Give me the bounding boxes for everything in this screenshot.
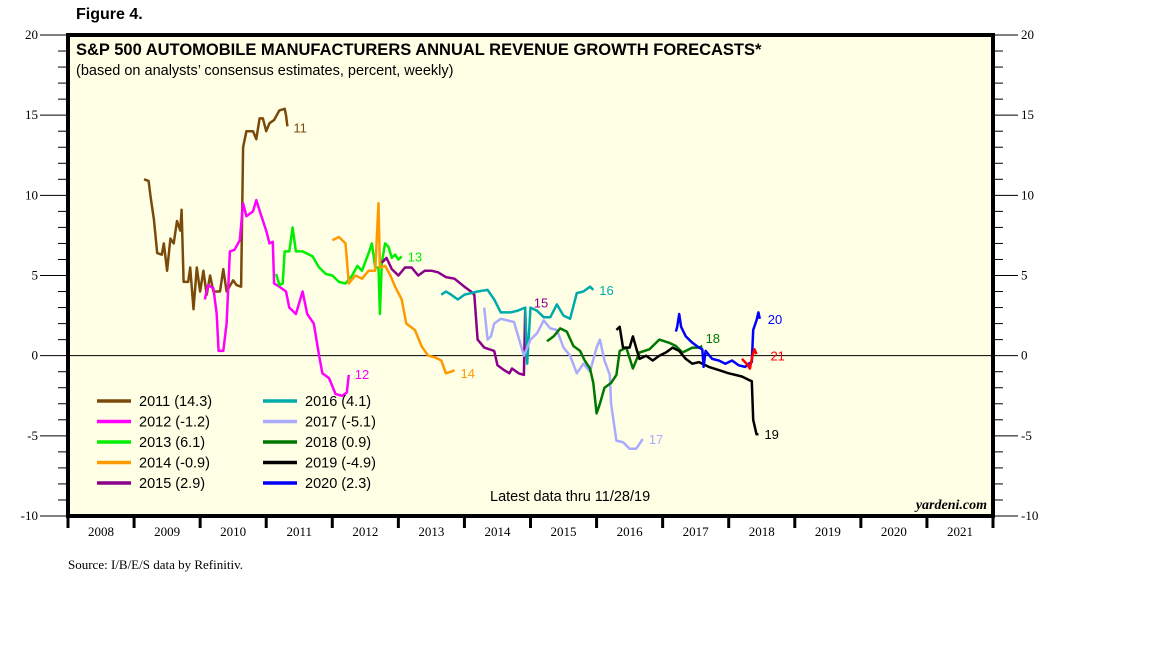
plot-area <box>68 35 993 516</box>
series-line-15 <box>380 256 527 377</box>
y-axis-right: -10 -5 0 5 10 15 20 <box>993 27 1038 523</box>
legend-label: 2015 (2.9) <box>139 476 205 492</box>
x-tick-label: 2013 <box>418 524 444 539</box>
y-tick-label-right: 15 <box>1021 107 1034 122</box>
series-end-label: 14 <box>461 366 475 381</box>
legend-label: 2012 (-1.2) <box>139 415 210 431</box>
series-end-labels: 11 12 13 14 15 16 17 18 19 20 21 <box>293 120 785 447</box>
series-end-label: 13 <box>408 249 422 264</box>
figure-label: Figure 4. <box>76 6 143 23</box>
chart-subtitle: (based on analysts’ consensus estimates,… <box>76 63 453 79</box>
y-tick-label-left: -5 <box>27 428 38 443</box>
series-line-20 <box>674 311 762 369</box>
series-end-label: 19 <box>764 427 778 442</box>
y-tick-label-left: -10 <box>21 508 38 523</box>
legend: 2011 (14.3) 2012 (-1.2) 2013 (6.1) 2014 (-0… <box>97 394 376 492</box>
x-tick-label: 2014 <box>484 524 511 539</box>
x-tick-label: 2016 <box>617 524 644 539</box>
legend-label: 2020 (2.3) <box>305 476 371 492</box>
x-tick-label: 2021 <box>947 524 973 539</box>
series-line-16 <box>440 285 595 365</box>
legend-label: 2013 (6.1) <box>139 435 205 451</box>
series-end-label: 21 <box>770 349 784 364</box>
y-axis-left: -10 -5 0 5 10 15 20 <box>21 27 68 523</box>
x-tick-label: 2008 <box>88 524 114 539</box>
x-axis: 2008 2009 2010 2011 2012 2013 2014 2015 2016 2017… <box>66 516 995 539</box>
y-tick-label-right: 0 <box>1021 348 1028 363</box>
legend-label: 2014 (-0.9) <box>139 456 210 472</box>
plot-frame <box>66 33 995 518</box>
series-line-14 <box>331 202 456 375</box>
series-line-18 <box>546 327 703 415</box>
y-tick-label-left: 20 <box>25 27 38 42</box>
y-tick-label-left: 10 <box>25 187 38 202</box>
y-tick-label-left: 15 <box>25 107 38 122</box>
watermark: yardeni.com <box>914 498 987 513</box>
series-group <box>143 107 762 450</box>
series-line-21 <box>741 348 758 370</box>
source-note: Source: I/B/E/S data by Refinitiv. <box>68 557 243 572</box>
legend-label: 2018 (0.9) <box>305 435 371 451</box>
legend-label: 2016 (4.1) <box>305 394 371 410</box>
y-tick-label-left: 0 <box>32 348 39 363</box>
x-tick-label: 2017 <box>683 524 710 539</box>
series-line-17 <box>482 307 644 450</box>
series-end-label: 17 <box>649 432 663 447</box>
x-tick-label: 2015 <box>551 524 577 539</box>
y-tick-label-right: -5 <box>1021 428 1032 443</box>
x-tick-label: 2012 <box>352 524 378 539</box>
series-line-12 <box>203 198 351 398</box>
y-tick-label-right: -10 <box>1021 508 1038 523</box>
series-end-label: 18 <box>706 331 720 346</box>
y-tick-label-left: 5 <box>32 268 39 283</box>
legend-label: 2019 (-4.9) <box>305 456 376 472</box>
x-tick-label: 2011 <box>286 524 312 539</box>
latest-data-annotation: Latest data thru 11/28/19 <box>490 489 650 505</box>
legend-label: 2017 (-5.1) <box>305 415 376 431</box>
x-tick-label: 2009 <box>154 524 180 539</box>
series-end-label: 20 <box>768 312 782 327</box>
series-end-label: 15 <box>534 296 548 311</box>
series-line-13 <box>274 226 403 316</box>
chart-title: S&P 500 AUTOMOBILE MANUFACTURERS ANNUAL … <box>76 41 762 59</box>
x-tick-label: 2018 <box>749 524 775 539</box>
y-tick-label-right: 10 <box>1021 187 1034 202</box>
legend-label: 2011 (14.3) <box>139 394 212 410</box>
x-tick-label: 2020 <box>881 524 907 539</box>
y-tick-label-right: 5 <box>1021 268 1028 283</box>
series-line-19 <box>615 325 759 436</box>
series-end-label: 12 <box>355 367 369 382</box>
series-end-label: 11 <box>293 120 307 135</box>
x-tick-label: 2010 <box>220 524 246 539</box>
x-tick-label: 2019 <box>815 524 841 539</box>
y-tick-label-right: 20 <box>1021 27 1034 42</box>
series-end-label: 16 <box>599 283 613 298</box>
